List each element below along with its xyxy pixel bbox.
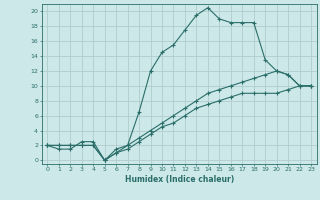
X-axis label: Humidex (Indice chaleur): Humidex (Indice chaleur)	[124, 175, 234, 184]
